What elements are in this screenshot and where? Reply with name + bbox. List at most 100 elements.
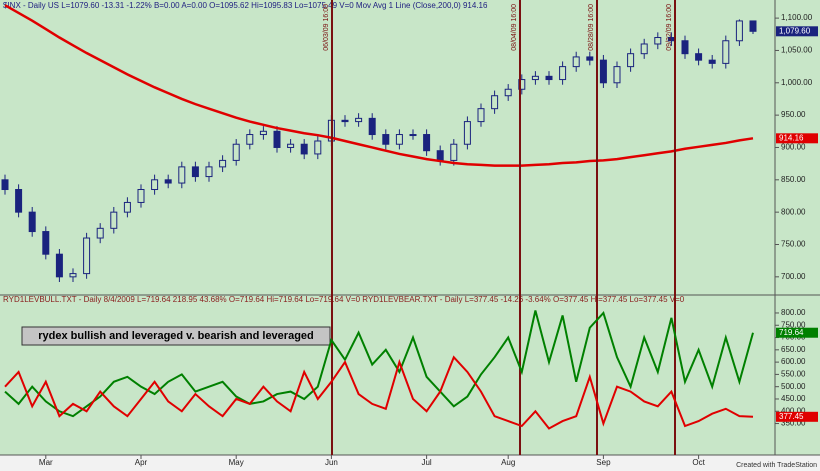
candle-body [83,237,91,275]
candle-body [518,79,526,90]
candle-body [287,143,295,148]
candle-body [151,179,159,191]
series-line [4,355,754,430]
last-value-box [776,411,818,422]
y-tick-label: 350.00 [781,419,806,428]
event-label: 08/04/09 16:00 [511,4,518,51]
candle-body [191,166,199,178]
candle-body [708,59,716,64]
candle-body [463,121,471,145]
time-axis-strip [0,455,820,471]
candle-body [69,273,77,278]
y-tick-label: 450.00 [781,394,806,403]
y-tick-label: 900.00 [781,143,806,152]
candle-body [314,140,322,155]
candle-body [545,75,553,81]
x-tick-label: Jun [325,458,338,467]
annotation-text: rydex bullish and leveraged v. bearish a… [38,330,314,342]
candle-body [273,130,281,148]
candle-body [123,201,131,213]
candle-body [599,59,607,84]
candle-body [205,166,213,178]
y-tick-label: 1,100.00 [781,13,813,22]
last-value-label: 914.16 [779,133,804,142]
x-tick-label: Mar [39,458,53,467]
y-tick-label: 400.00 [781,406,806,415]
candle-body [654,37,662,45]
candle-body [531,75,539,81]
x-tick-label: Jul [421,458,431,467]
y-tick-label: 800.00 [781,207,806,216]
y-tick-label: 750.00 [781,320,806,329]
annotation-box [21,326,331,346]
candle-body [586,56,594,61]
candle-body [423,134,431,152]
x-tick-label: May [229,458,244,467]
candle-body [436,150,444,161]
candle-body [572,56,580,68]
candle-body [382,134,390,145]
last-value-box [776,327,818,338]
candle-body [259,130,267,136]
candle-body [722,40,730,64]
candle-body [477,108,485,123]
candle-body [341,119,349,123]
candle-body [409,134,417,137]
event-label: 06/03/09 16:00 [323,4,330,51]
y-tick-label: 500.00 [781,382,806,391]
candle-body [613,66,621,84]
candle-body [735,20,743,42]
candle-body [368,117,376,136]
candle-body [681,40,689,55]
y-tick-label: 1,000.00 [781,78,813,87]
candle-body [450,143,458,161]
y-tick-label: 650.00 [781,345,806,354]
candle-body [96,227,104,239]
y-tick-label: 700.00 [781,272,806,281]
series-line [4,310,754,418]
candle-body [504,88,512,97]
background [0,0,820,455]
last-value-label: 377.45 [779,412,804,421]
candle-body [137,189,145,203]
candle-body [640,43,648,55]
candle-body [300,143,308,155]
candle-body [749,20,757,32]
last-value-label: 719.64 [779,328,804,337]
price-header: $INX - Daily US L=1079.60 -13.31 -1.22% … [3,1,488,10]
x-tick-label: Sep [596,458,611,467]
candle-body [1,179,9,191]
candle-body [110,211,118,229]
candle-body [15,189,23,213]
y-tick-label: 600.00 [781,357,806,366]
candle-body [232,143,240,161]
candle-body [491,95,499,110]
indicator-header: RYD1LEVBULL.TXT - Daily 8/4/2009 L=719.6… [3,295,685,304]
x-tick-label: Aug [501,458,515,467]
y-tick-label: 950.00 [781,110,806,119]
candle-body [695,53,703,61]
y-tick-label: 750.00 [781,240,806,249]
candle-body [55,253,63,278]
x-tick-label: Apr [135,458,148,467]
event-label: 09/22/09 16:00 [666,4,673,51]
candle-body [246,134,254,145]
candle-body [164,179,172,184]
candle-body [28,211,36,233]
candle-body [395,134,403,145]
last-value-box [776,26,818,37]
candle-body [627,53,635,68]
candle-body [355,117,363,123]
candle-body [559,66,567,81]
last-value-label: 1,079.60 [779,26,811,35]
event-label: 08/28/09 16:00 [588,4,595,51]
x-tick-label: Oct [692,458,705,467]
y-tick-label: 550.00 [781,370,806,379]
candle-body [42,231,50,255]
candle-body [219,159,227,168]
candle-body [178,166,186,184]
y-tick-label: 1,050.00 [781,46,813,55]
y-tick-label: 800.00 [781,308,806,317]
last-value-box [776,133,818,144]
